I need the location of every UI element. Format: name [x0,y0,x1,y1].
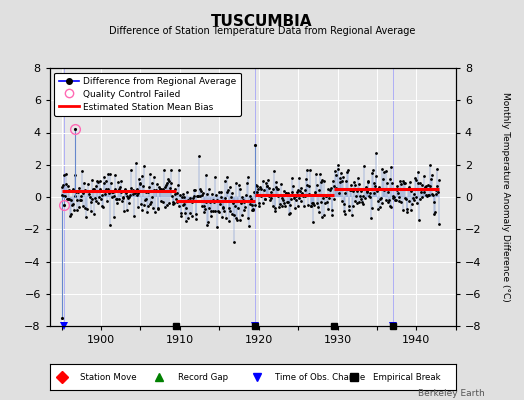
Text: Empirical Break: Empirical Break [373,372,440,382]
Text: Difference of Station Temperature Data from Regional Average: Difference of Station Temperature Data f… [109,26,415,36]
Text: Record Gap: Record Gap [178,372,228,382]
Text: Berkeley Earth: Berkeley Earth [418,389,485,398]
Legend: Difference from Regional Average, Quality Control Failed, Estimated Station Mean: Difference from Regional Average, Qualit… [54,72,241,116]
Text: Station Move: Station Move [80,372,137,382]
Text: TUSCUMBIA: TUSCUMBIA [211,14,313,29]
Y-axis label: Monthly Temperature Anomaly Difference (°C): Monthly Temperature Anomaly Difference (… [501,92,510,302]
Text: Time of Obs. Change: Time of Obs. Change [275,372,365,382]
